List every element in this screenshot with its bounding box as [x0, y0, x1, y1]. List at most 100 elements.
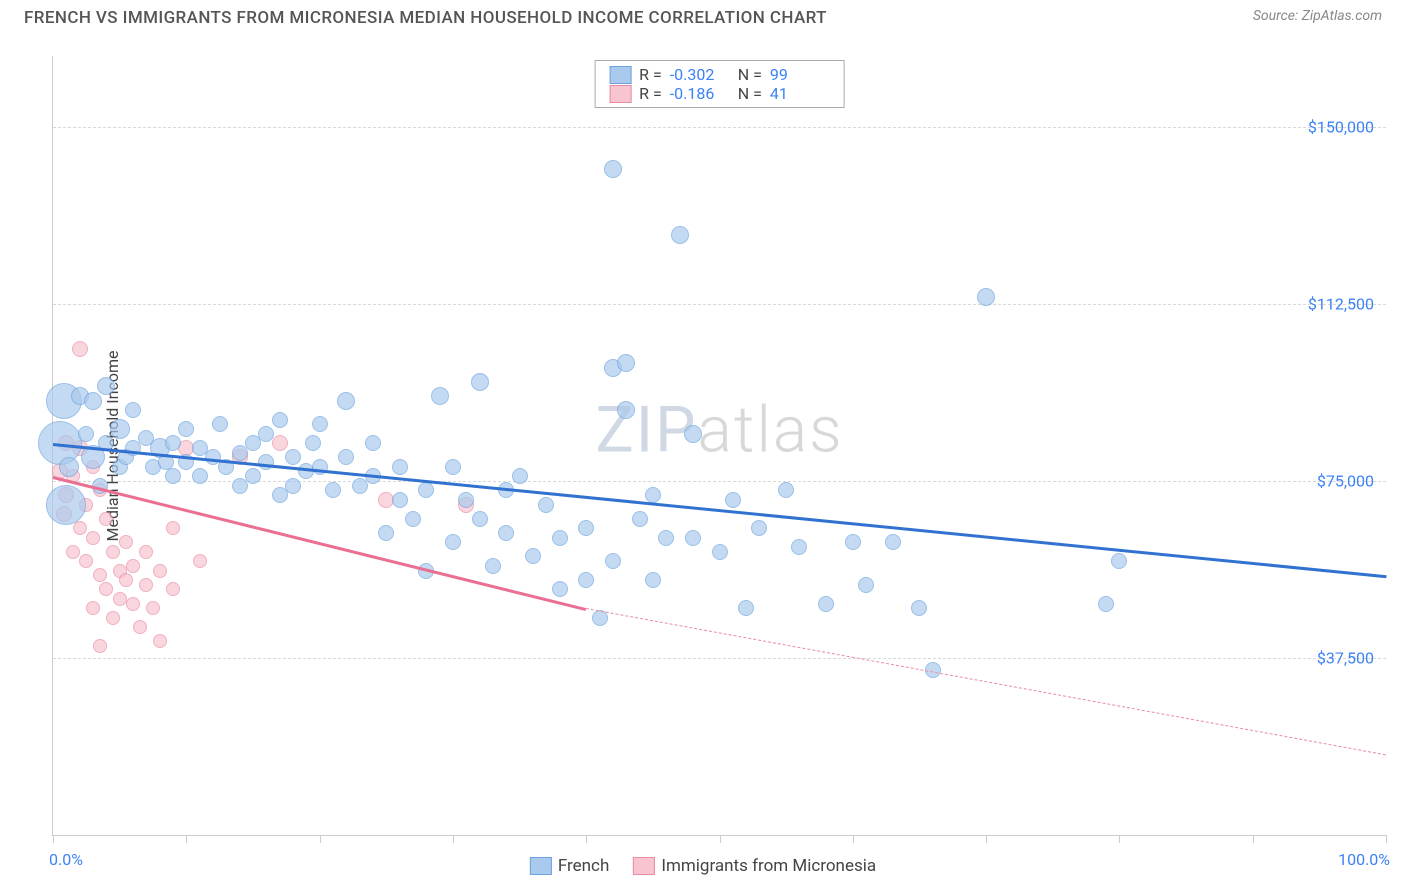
scatter-point-series-1 — [305, 435, 321, 451]
scatter-point-series-1 — [418, 482, 434, 498]
x-tick — [320, 835, 321, 843]
legend-label-2: Immigrants from Micronesia — [661, 856, 876, 876]
swatch-series-1 — [609, 66, 631, 84]
scatter-point-series-1 — [885, 534, 901, 550]
x-tick — [853, 835, 854, 843]
scatter-point-series-1 — [338, 449, 354, 465]
scatter-point-series-1 — [791, 539, 807, 555]
scatter-point-series-1 — [165, 468, 181, 484]
scatter-point-series-1 — [485, 558, 501, 574]
scatter-point-series-2 — [153, 564, 167, 578]
scatter-point-series-2 — [72, 341, 88, 357]
scatter-point-series-1 — [658, 530, 674, 546]
scatter-point-series-1 — [125, 402, 141, 418]
stats-row-1: R = -0.302 N = 99 — [609, 65, 830, 84]
scatter-point-series-2 — [99, 582, 113, 596]
r-value-1: -0.302 — [670, 65, 730, 84]
x-axis-max-label: 100.0% — [1338, 850, 1390, 869]
scatter-point-series-2 — [66, 545, 80, 559]
scatter-point-series-1 — [977, 288, 995, 306]
scatter-point-series-2 — [119, 573, 133, 587]
scatter-point-series-1 — [684, 425, 702, 443]
scatter-point-series-1 — [78, 426, 94, 442]
n-label-1: N = — [738, 65, 762, 84]
header: FRENCH VS IMMIGRANTS FROM MICRONESIA MED… — [0, 0, 1406, 28]
x-tick — [1119, 835, 1120, 843]
scatter-point-series-1 — [285, 478, 301, 494]
scatter-point-series-1 — [671, 226, 689, 244]
scatter-point-series-1 — [552, 581, 568, 597]
scatter-point-series-1 — [46, 485, 86, 525]
scatter-point-series-2 — [126, 559, 140, 573]
scatter-point-series-1 — [392, 459, 408, 475]
scatter-point-series-1 — [858, 577, 874, 593]
chart-container: FRENCH VS IMMIGRANTS FROM MICRONESIA MED… — [0, 0, 1406, 892]
scatter-point-series-2 — [193, 554, 207, 568]
r-value-2: -0.186 — [670, 84, 730, 103]
scatter-point-series-1 — [845, 534, 861, 550]
scatter-point-series-1 — [285, 449, 301, 465]
scatter-point-series-1 — [712, 544, 728, 560]
scatter-point-series-2 — [146, 601, 160, 615]
scatter-point-series-1 — [685, 530, 701, 546]
scatter-point-series-1 — [325, 482, 341, 498]
scatter-point-series-1 — [110, 419, 130, 439]
n-value-1: 99 — [770, 65, 830, 84]
scatter-point-series-1 — [258, 454, 274, 470]
scatter-point-series-1 — [751, 520, 767, 536]
scatter-point-series-1 — [365, 435, 381, 451]
swatch-series-2 — [609, 85, 631, 103]
scatter-point-series-2 — [86, 601, 100, 615]
scatter-point-series-2 — [126, 597, 140, 611]
scatter-point-series-1 — [458, 492, 474, 508]
stats-row-2: R = -0.186 N = 41 — [609, 84, 830, 103]
scatter-point-series-2 — [153, 634, 167, 648]
scatter-point-series-1 — [1111, 553, 1127, 569]
scatter-point-series-1 — [212, 416, 228, 432]
scatter-point-series-1 — [178, 421, 194, 437]
x-tick — [1386, 835, 1387, 843]
legend-item-2: Immigrants from Micronesia — [633, 856, 876, 876]
scatter-point-series-1 — [645, 487, 661, 503]
legend-swatch-2 — [633, 857, 655, 875]
scatter-point-series-1 — [59, 457, 79, 477]
scatter-point-series-1 — [258, 426, 274, 442]
scatter-point-series-2 — [119, 535, 133, 549]
scatter-point-series-2 — [272, 435, 288, 451]
x-tick — [453, 835, 454, 843]
scatter-point-series-1 — [337, 392, 355, 410]
scatter-point-series-1 — [431, 387, 449, 405]
source-label: Source: ZipAtlas.com — [1253, 8, 1382, 28]
legend-swatch-1 — [530, 857, 552, 875]
scatter-point-series-1 — [632, 511, 648, 527]
scatter-point-series-1 — [645, 572, 661, 588]
x-tick — [986, 835, 987, 843]
bottom-legend: French Immigrants from Micronesia — [530, 856, 876, 876]
scatter-point-series-1 — [605, 553, 621, 569]
scatter-point-series-1 — [312, 416, 328, 432]
legend-item-1: French — [530, 856, 609, 876]
scatter-point-series-1 — [512, 468, 528, 484]
scatter-point-series-2 — [166, 521, 180, 535]
scatter-point-series-1 — [445, 459, 461, 475]
scatter-point-series-2 — [166, 582, 180, 596]
y-tick-label: $37,500 — [1317, 648, 1374, 667]
scatter-point-series-2 — [79, 554, 93, 568]
scatter-point-series-1 — [525, 548, 541, 564]
scatter-point-series-1 — [552, 530, 568, 546]
r-label-2: R = — [639, 84, 662, 103]
n-value-2: 41 — [770, 84, 830, 103]
scatter-point-series-1 — [604, 160, 622, 178]
scatter-point-series-1 — [471, 373, 489, 391]
plot-area: Median Household Income ZIPatlas R = -0.… — [52, 56, 1386, 836]
scatter-point-series-2 — [139, 578, 153, 592]
scatter-point-series-1 — [725, 492, 741, 508]
scatter-point-series-1 — [617, 354, 635, 372]
scatter-point-series-1 — [378, 525, 394, 541]
scatter-point-series-2 — [86, 531, 100, 545]
scatter-point-series-1 — [97, 377, 115, 395]
scatter-point-series-2 — [133, 620, 147, 634]
y-tick-label: $75,000 — [1317, 471, 1374, 490]
gridline — [53, 304, 1386, 305]
gridline — [53, 127, 1386, 128]
